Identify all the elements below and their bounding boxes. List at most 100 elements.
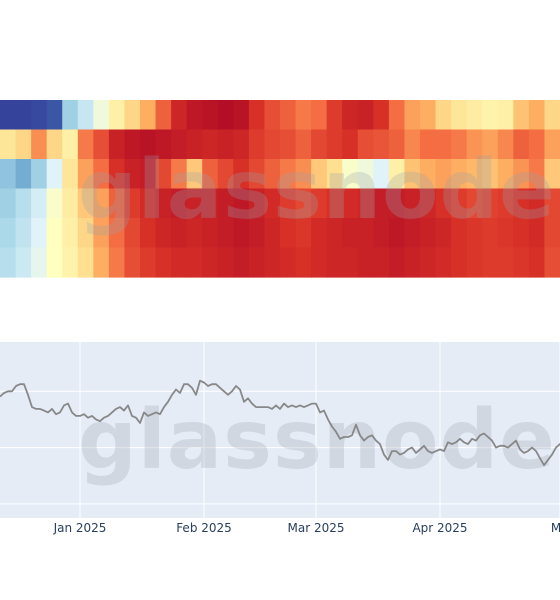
heatmap-cell xyxy=(77,218,94,249)
heatmap-cell xyxy=(295,100,312,131)
heatmap-cell xyxy=(171,218,188,249)
heatmap-cell xyxy=(171,159,188,190)
heatmap-cell xyxy=(93,218,110,249)
heatmap-cell xyxy=(497,129,514,160)
heatmap-cell xyxy=(93,100,110,131)
heatmap-cell xyxy=(466,100,483,131)
heatmap-cell xyxy=(186,129,203,160)
heatmap-cell xyxy=(295,218,312,249)
heatmap-cell xyxy=(528,129,546,160)
heatmap-cell xyxy=(497,100,514,131)
heatmap-cell xyxy=(326,159,343,190)
heatmap-cell xyxy=(342,188,359,219)
heatmap-cell xyxy=(373,218,390,249)
heatmap-cell xyxy=(202,188,219,219)
heatmap-cell xyxy=(435,188,452,219)
heatmap-cell xyxy=(108,100,126,131)
heatmap-cell xyxy=(46,188,63,219)
heatmap-cell xyxy=(404,100,421,131)
heatmap-cell xyxy=(513,247,530,278)
heatmap-cell xyxy=(186,159,203,190)
heatmap-cell xyxy=(77,100,94,131)
heatmap-cell xyxy=(420,159,437,190)
heatmap-cell xyxy=(124,247,141,278)
heatmap-cell xyxy=(326,188,343,219)
heatmap-cell xyxy=(420,218,437,249)
heatmap-cell xyxy=(171,129,188,160)
heatmap-cell xyxy=(451,129,468,160)
heatmap-cell xyxy=(186,100,203,131)
line-plot-grid xyxy=(0,342,560,518)
heatmap-cell xyxy=(544,129,560,160)
heatmap-cell xyxy=(124,218,141,249)
heatmap-cell xyxy=(233,100,250,131)
heatmap-cell xyxy=(108,188,126,219)
heatmap-cell xyxy=(264,247,281,278)
heatmap-cell xyxy=(373,188,390,219)
heatmap-cell xyxy=(528,218,546,249)
heatmap-cell xyxy=(15,100,32,131)
heatmap-cell xyxy=(140,100,157,131)
heatmap-cell xyxy=(466,129,483,160)
heatmap-cell xyxy=(420,247,437,278)
heatmap-cell xyxy=(93,188,110,219)
heatmap-cell xyxy=(544,218,560,249)
heatmap-cell xyxy=(77,159,94,190)
heatmap-cell xyxy=(31,159,48,190)
heatmap-cell xyxy=(373,247,390,278)
heatmap-cell xyxy=(482,188,499,219)
heatmap-cell xyxy=(217,188,234,219)
heatmap-cell xyxy=(435,159,452,190)
heatmap-cell xyxy=(186,218,203,249)
heatmap-cell xyxy=(248,188,266,219)
heatmap-cell xyxy=(342,159,359,190)
heatmap-cell xyxy=(217,100,234,131)
heatmap-cell xyxy=(388,188,406,219)
heatmap-cell xyxy=(342,247,359,278)
heatmap-cell xyxy=(140,218,157,249)
heatmap-cell xyxy=(280,188,297,219)
heatmap-cell xyxy=(513,159,530,190)
heatmap-cell xyxy=(451,188,468,219)
heatmap-cell xyxy=(124,100,141,131)
heatmap-cell xyxy=(124,159,141,190)
heatmap-cell xyxy=(264,188,281,219)
heatmap-cell xyxy=(497,247,514,278)
heatmap-cell xyxy=(233,218,250,249)
heatmap-cell xyxy=(280,218,297,249)
x-tick-label: Feb 2025 xyxy=(176,521,232,535)
heatmap-cell xyxy=(264,218,281,249)
heatmap-cell xyxy=(140,188,157,219)
heatmap-cell xyxy=(388,218,406,249)
heatmap-cell xyxy=(0,100,17,131)
heatmap-cell xyxy=(482,218,499,249)
heatmap-cell xyxy=(326,129,343,160)
heatmap-cell xyxy=(31,218,48,249)
heatmap-cell xyxy=(435,100,452,131)
heatmap-cell xyxy=(46,100,63,131)
heatmap-cell xyxy=(435,218,452,249)
x-tick-label: Mar 2025 xyxy=(288,521,345,535)
heatmap-cell xyxy=(248,129,266,160)
heatmap-cell xyxy=(311,159,328,190)
heatmap-cell xyxy=(295,129,312,160)
x-axis-ticks: Jan 2025 Feb 2025 Mar 2025 Apr 2025 M xyxy=(53,521,560,535)
heatmap-cell xyxy=(357,159,374,190)
heatmap-cell xyxy=(528,247,546,278)
heatmap-cell xyxy=(155,100,172,131)
heatmap-cell xyxy=(513,218,530,249)
heatmap-cell xyxy=(108,247,126,278)
heatmap-cell xyxy=(451,218,468,249)
heatmap-cell xyxy=(248,247,266,278)
x-tick-label: Apr 2025 xyxy=(412,521,467,535)
heatmap-cell xyxy=(451,159,468,190)
heatmap-cell xyxy=(248,159,266,190)
heatmap-cell xyxy=(62,218,79,249)
heatmap-cell xyxy=(202,129,219,160)
heatmap-cell xyxy=(435,129,452,160)
heatmap-cell xyxy=(15,218,32,249)
heatmap-cell xyxy=(186,247,203,278)
heatmap-cell xyxy=(482,247,499,278)
heatmap-cell xyxy=(202,247,219,278)
heatmap-cell xyxy=(373,159,390,190)
